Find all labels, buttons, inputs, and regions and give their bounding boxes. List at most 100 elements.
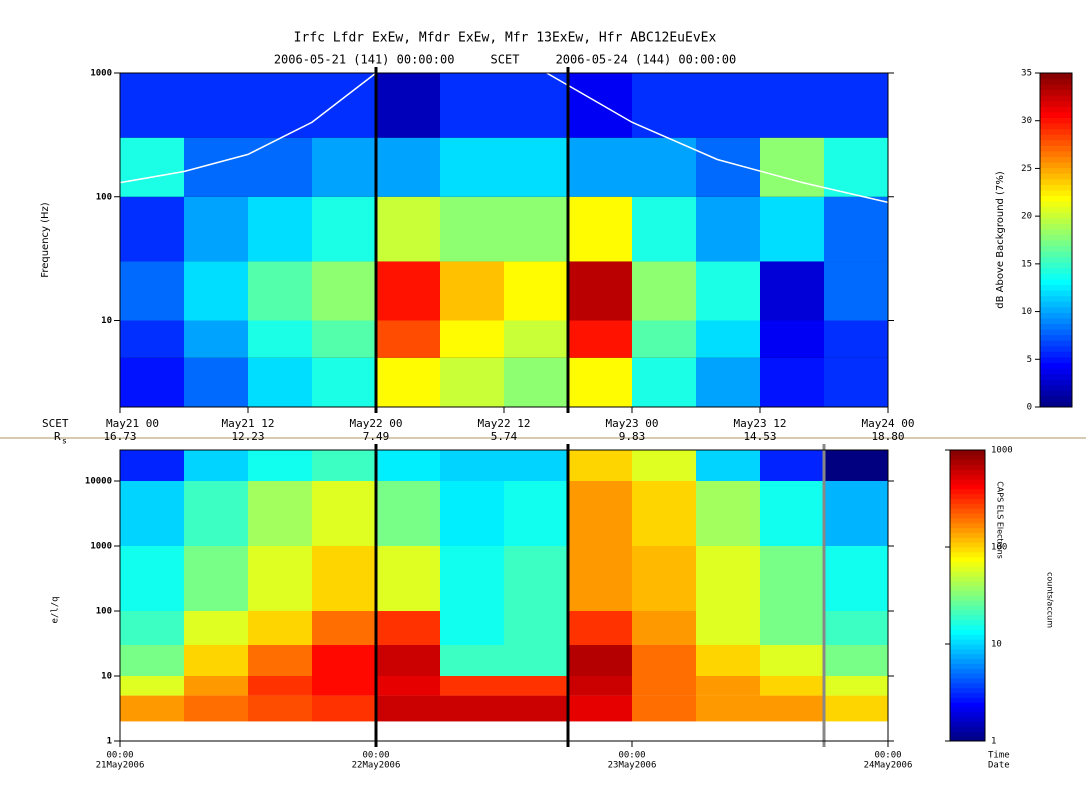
heat-cell [504, 676, 568, 696]
colorbar-strip [1040, 78, 1072, 85]
colorbar-strip [1040, 189, 1072, 196]
y-tick-label: 1000 [90, 69, 112, 79]
heat-cell [184, 357, 248, 407]
heat-cell [312, 644, 376, 677]
x-tick-label: May21 00 [106, 417, 159, 430]
heat-cell [568, 196, 632, 262]
heat-cell [120, 320, 184, 358]
colorbar-strip [1040, 150, 1072, 157]
heat-cell [440, 320, 504, 358]
colorbar-strip [950, 707, 985, 713]
x-tick-label: 00:00 [618, 751, 645, 761]
x-tick-date: 22May2006 [352, 761, 401, 771]
heat-cell [248, 644, 312, 677]
heat-cell [120, 357, 184, 407]
colorbar-strip [950, 571, 985, 577]
x-tick-label: 00:00 [362, 751, 389, 761]
colorbar-strip [1040, 356, 1072, 363]
heat-cell [632, 481, 696, 547]
heat-cell [312, 73, 376, 138]
colorbar-strip [1040, 195, 1072, 202]
colorbar-strip [1040, 145, 1072, 152]
colorbar-strip [1040, 373, 1072, 380]
heat-cell [440, 261, 504, 321]
heat-cell [760, 611, 824, 645]
colorbar-tick-label: 35 [1021, 69, 1032, 79]
colorbar-strip [1040, 384, 1072, 391]
heat-cell [248, 676, 312, 696]
heat-cell [824, 450, 888, 482]
rs-label: R [54, 430, 61, 443]
colorbar-strip [950, 711, 985, 718]
heat-cell [376, 137, 440, 197]
heat-cell [696, 261, 760, 321]
heat-cell [248, 611, 312, 645]
y-tick-label: 10000 [85, 477, 112, 487]
x-tick-label: May24 00 [862, 417, 915, 430]
heat-cell [376, 450, 440, 482]
heat-cell [504, 481, 568, 547]
heat-cell [248, 695, 312, 722]
colorbar-tick-label: 10 [1021, 307, 1032, 317]
heat-cell [184, 611, 248, 645]
heat-cell [440, 644, 504, 677]
heat-cell [312, 357, 376, 407]
x-row-label: SCET [42, 417, 69, 430]
colorbar-frame [1039, 72, 1073, 408]
heat-cell [440, 676, 504, 696]
heat-cell [120, 611, 184, 645]
heat-cell [568, 73, 632, 138]
colorbar-strip [950, 566, 985, 572]
colorbar-strip [950, 513, 985, 519]
colorbar-strip [1040, 395, 1072, 402]
heat-cell [696, 73, 760, 138]
rs-value: 16.73 [103, 430, 136, 443]
heat-cell [568, 357, 632, 407]
colorbar-strip [1040, 351, 1072, 358]
heat-cell [248, 196, 312, 262]
colorbar-strip [1040, 317, 1072, 324]
chart-subtitle: 2006-05-21 (141) 00:00:00 SCET 2006-05-2… [274, 53, 736, 67]
heat-cell [632, 196, 696, 262]
heat-cell [248, 261, 312, 321]
heat-cell [760, 695, 824, 722]
colorbar-tick-label: 20 [1021, 212, 1032, 222]
heat-cell [120, 450, 184, 482]
colorbar-strip [1040, 334, 1072, 341]
heat-cell [632, 137, 696, 197]
heat-cell [568, 644, 632, 677]
heat-cell [376, 357, 440, 407]
x-tick-label: May23 00 [606, 417, 659, 430]
colorbar-strip [1040, 106, 1072, 113]
heat-cell [184, 481, 248, 547]
heat-cell [120, 481, 184, 547]
colorbar-strip [950, 551, 985, 558]
heat-cell [184, 450, 248, 482]
heat-cell [568, 137, 632, 197]
colorbar-strip [950, 493, 985, 499]
rs-subscript: s [62, 437, 67, 446]
heat-cell [184, 320, 248, 358]
x-tick-label: May23 12 [734, 417, 787, 430]
colorbar-strip [950, 464, 985, 470]
heat-cell [376, 546, 440, 612]
colorbar-strip [950, 561, 985, 567]
heat-cell [376, 644, 440, 677]
colorbar-strip [1040, 228, 1072, 235]
heat-cell [824, 261, 888, 321]
colorbar-strip [1040, 306, 1072, 313]
colorbar-strip [1040, 156, 1072, 163]
date-label: Date [988, 761, 1010, 771]
heat-cell [632, 611, 696, 645]
heat-cell [248, 357, 312, 407]
colorbar-strip [1040, 390, 1072, 397]
heat-cell [504, 196, 568, 262]
colorbar-strip [950, 450, 985, 456]
heat-cell [824, 644, 888, 677]
heat-cell [184, 196, 248, 262]
colorbar-strip [1040, 73, 1072, 80]
heat-cell [760, 73, 824, 138]
heat-cell [632, 644, 696, 677]
heat-cell [248, 320, 312, 358]
heat-cell [440, 137, 504, 197]
